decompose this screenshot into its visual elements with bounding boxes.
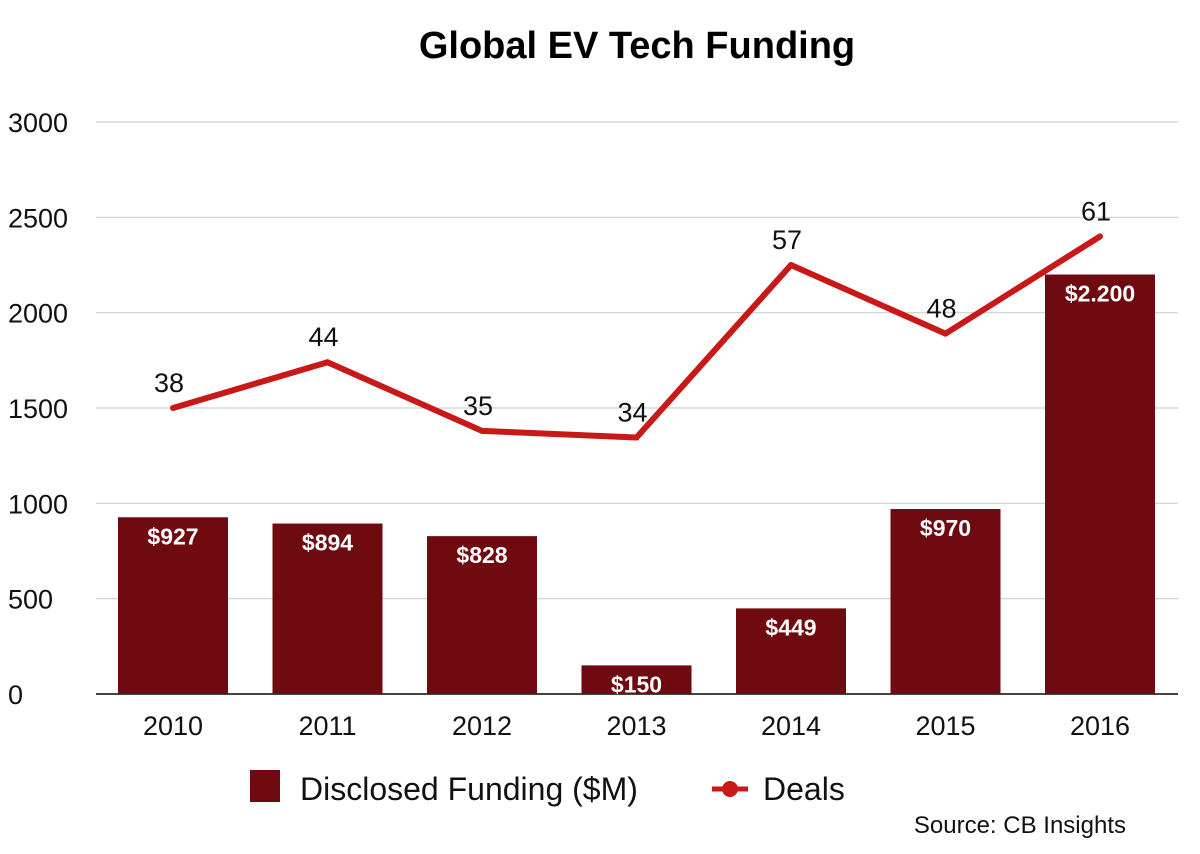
bar: [581, 665, 692, 694]
bar-value-label: $970: [920, 515, 971, 541]
deals-value-label: 48: [926, 294, 956, 324]
bar: [890, 509, 1001, 694]
deals-point: [942, 330, 949, 337]
bar-value-label: $449: [765, 614, 816, 640]
bar-value-label: $150: [611, 671, 662, 697]
deals-value-label: 38: [154, 368, 184, 398]
legend-deals-label: Deals: [763, 771, 845, 807]
y-axis-ticks: 0 500 1000 1500 2000 2500 3000: [8, 108, 68, 710]
y-tick-label: 500: [8, 585, 53, 615]
x-tick-label: 2014: [761, 711, 821, 741]
deals-point: [633, 434, 640, 441]
legend: Disclosed Funding ($M) Deals: [250, 770, 845, 807]
legend-bar-swatch: [250, 770, 280, 802]
legend-line-marker: [722, 781, 738, 797]
bar: [118, 517, 228, 694]
bar-value-label: $828: [456, 542, 507, 568]
deals-value-label: 34: [617, 398, 647, 428]
deals-value-label: 61: [1081, 196, 1111, 226]
source-note: Source: CB Insights: [914, 812, 1126, 839]
bar: [1045, 274, 1155, 694]
bar-series: $927 $894 $828 $150 $449 $970 $2.200: [118, 274, 1155, 697]
y-tick-label: 1000: [8, 489, 68, 519]
deals-value-label: 57: [772, 225, 802, 255]
legend-funding-label: Disclosed Funding ($M): [300, 771, 638, 807]
deals-value-label: 35: [463, 391, 493, 421]
bar: [272, 523, 383, 694]
y-tick-label: 2500: [8, 203, 68, 233]
y-tick-label: 1500: [8, 394, 68, 424]
x-tick-label: 2011: [298, 711, 356, 741]
x-tick-label: 2010: [143, 711, 203, 741]
deals-point: [1097, 233, 1103, 240]
bar: [427, 536, 537, 694]
x-tick-label: 2013: [606, 711, 666, 741]
y-tick-label: 0: [8, 680, 23, 710]
y-tick-label: 2000: [8, 299, 68, 329]
line-series: 38 44 35 34 57 48 61: [154, 196, 1111, 441]
x-tick-label: 2012: [452, 711, 512, 741]
bar-value-label: $927: [147, 523, 198, 549]
deals-point: [324, 359, 331, 366]
bar-value-label: $2.200: [1065, 281, 1135, 307]
bar-value-label: $894: [302, 530, 353, 556]
y-tick-label: 3000: [8, 108, 68, 138]
x-tick-label: 2016: [1070, 711, 1130, 741]
deals-value-label: 44: [308, 322, 338, 352]
deals-point: [788, 262, 794, 268]
deals-point: [170, 405, 176, 411]
deals-point: [479, 427, 485, 434]
bar: [736, 608, 846, 694]
x-tick-label: 2015: [915, 711, 975, 741]
chart-title: Global EV Tech Funding: [419, 25, 855, 67]
x-axis-ticks: 2010 2011 2012 2013 2014 2015 2016: [143, 711, 1130, 741]
